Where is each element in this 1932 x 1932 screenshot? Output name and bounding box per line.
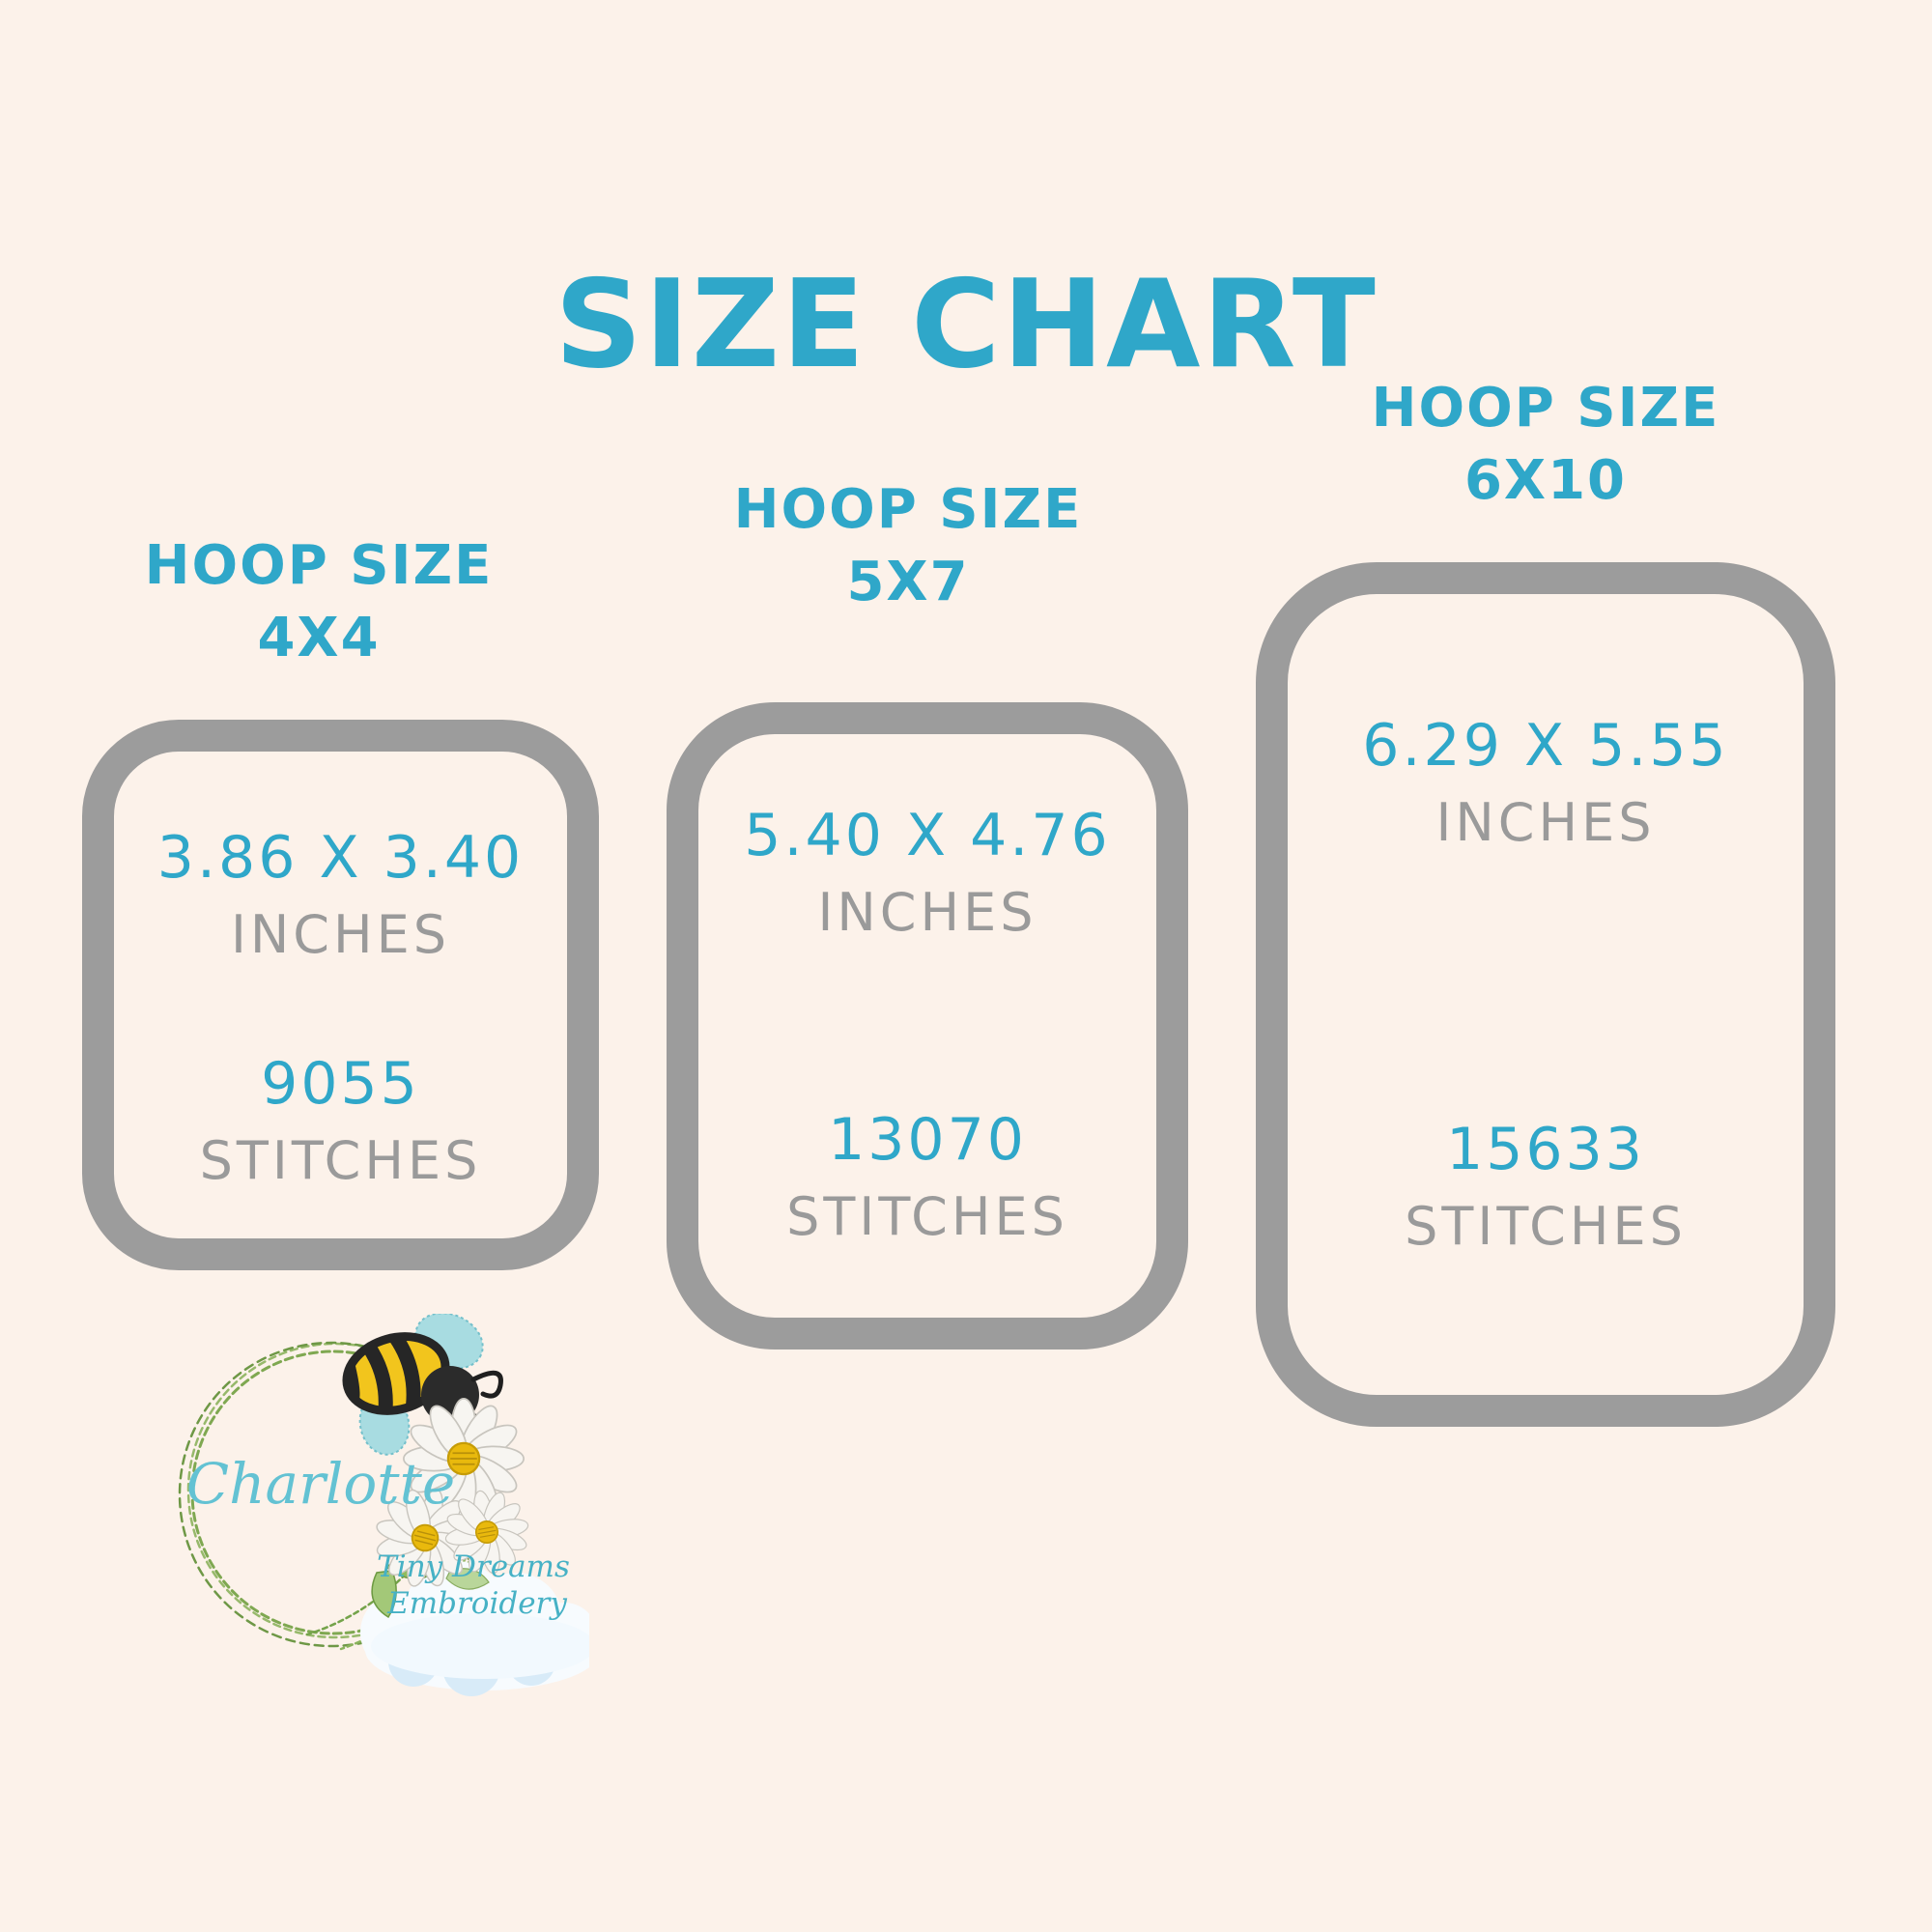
stitch-count: 15633 (1446, 1116, 1645, 1183)
inches-label: INCHES (817, 882, 1037, 943)
design-dimensions: 6.29 X 5.55 (1362, 712, 1729, 780)
hoop-size-value: 6X10 (1463, 449, 1628, 512)
stitches-label: STITCHES (786, 1186, 1068, 1247)
logo-name-text: Charlotte (186, 1451, 455, 1517)
brand-logo: Charlotte Tiny Dreams Embroidery (178, 1314, 589, 1696)
page-title: SIZE CHART (554, 253, 1378, 395)
hoop-size-value: 4X4 (257, 607, 381, 669)
hoop-header-4x4: HOOP SIZE 4X4 (58, 529, 580, 674)
stitches-label: STITCHES (199, 1130, 482, 1191)
dimensions-group: 3.86 X 3.40 INCHES (114, 819, 567, 974)
logo-brand-line1: Tiny Dreams (377, 1549, 570, 1584)
stitches-group: 9055 STITCHES (114, 1045, 567, 1200)
design-dimensions: 5.40 X 4.76 (744, 802, 1111, 869)
stitch-count: 13070 (828, 1106, 1027, 1174)
stitches-group: 15633 STITCHES (1288, 1111, 1804, 1265)
dimensions-group: 5.40 X 4.76 INCHES (698, 797, 1156, 952)
stitches-group: 13070 STITCHES (698, 1101, 1156, 1256)
stitch-count: 9055 (261, 1050, 420, 1118)
stitches-label: STITCHES (1405, 1196, 1687, 1257)
design-dimensions: 3.86 X 3.40 (156, 824, 525, 892)
hoop-box-5x7: 5.40 X 4.76 INCHES 13070 STITCHES (667, 702, 1188, 1350)
dimensions-group: 6.29 X 5.55 INCHES (1288, 707, 1804, 862)
logo-brand-line2: Embroidery (386, 1586, 567, 1621)
cloud-icon (360, 1561, 589, 1696)
hoop-size-label: HOOP SIZE (733, 478, 1083, 541)
hoop-header-5x7: HOOP SIZE 5X7 (647, 473, 1169, 618)
hoop-header-6x10: HOOP SIZE 6X10 (1285, 372, 1806, 517)
inches-label: INCHES (230, 904, 451, 965)
hoop-size-value: 5X7 (846, 551, 970, 613)
hoop-box-4x4: 3.86 X 3.40 INCHES 9055 STITCHES (82, 720, 599, 1270)
hoop-size-label: HOOP SIZE (144, 534, 494, 597)
hoop-size-label: HOOP SIZE (1371, 377, 1720, 440)
hoop-box-6x10: 6.29 X 5.55 INCHES 15633 STITCHES (1256, 562, 1835, 1427)
inches-label: INCHES (1435, 792, 1656, 853)
